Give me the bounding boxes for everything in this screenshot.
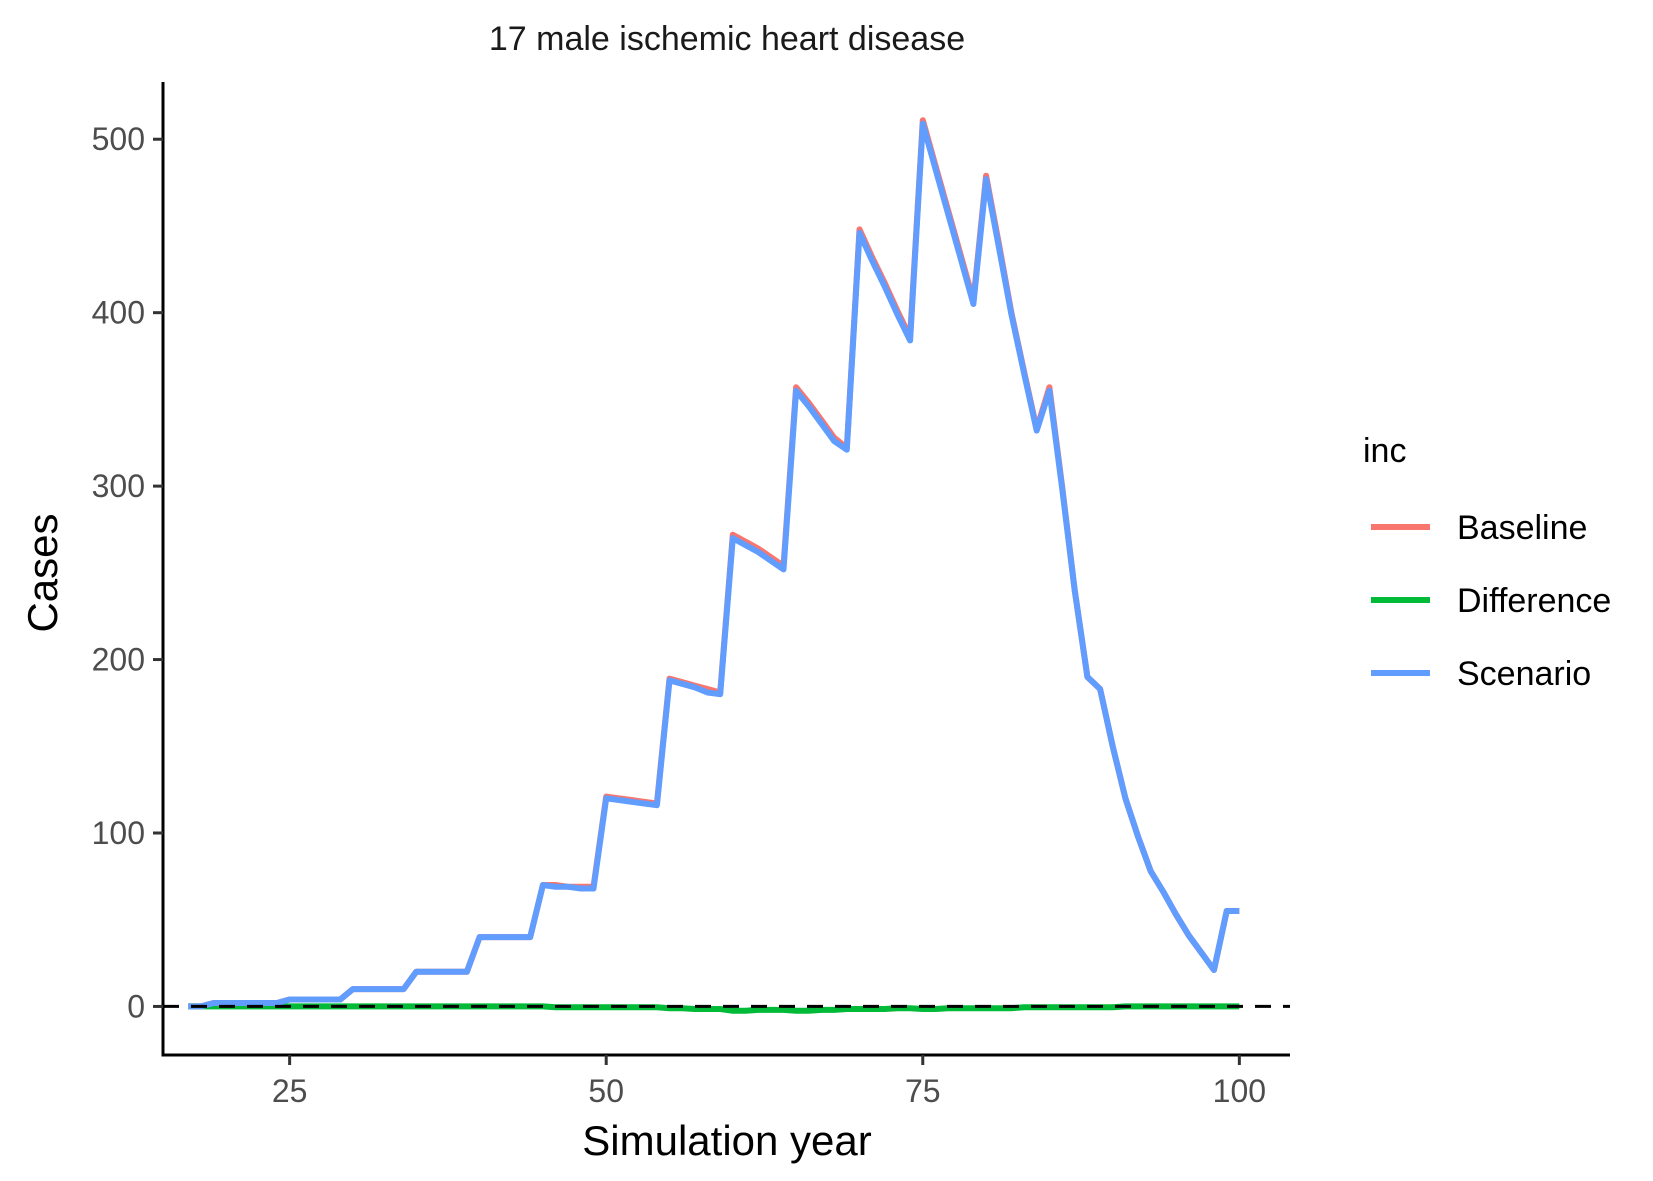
x-axis-title: Simulation year — [582, 1117, 871, 1164]
legend-title: inc — [1363, 432, 1406, 470]
x-tick-label: 75 — [905, 1073, 941, 1109]
legend-label-baseline: Baseline — [1457, 509, 1587, 547]
y-tick-label: 100 — [92, 815, 145, 851]
legend-label-difference: Difference — [1457, 582, 1611, 620]
series-line-baseline — [188, 117, 1240, 1010]
y-tick-label: 400 — [92, 295, 145, 331]
y-tick-label: 200 — [92, 642, 145, 678]
series-line-scenario — [188, 120, 1240, 1010]
x-tick-label: 50 — [588, 1073, 624, 1109]
legend: inc Baseline Difference Scenario — [1363, 432, 1611, 693]
legend-item-scenario: Scenario — [1371, 655, 1591, 693]
legend-item-baseline: Baseline — [1371, 509, 1587, 547]
y-tick-label: 300 — [92, 468, 145, 504]
legend-label-scenario: Scenario — [1457, 655, 1591, 693]
x-tick-label: 100 — [1213, 1073, 1266, 1109]
y-tick-label: 500 — [92, 121, 145, 157]
chart-title: 17 male ischemic heart disease — [489, 20, 965, 58]
plot-area — [163, 117, 1290, 1014]
legend-item-difference: Difference — [1371, 582, 1611, 620]
y-tick-label: 0 — [127, 988, 145, 1024]
axes: 0 100 200 300 400 500 25 50 75 100 — [92, 82, 1290, 1109]
x-tick-label: 25 — [272, 1073, 308, 1109]
y-axis-title: Cases — [19, 513, 66, 632]
